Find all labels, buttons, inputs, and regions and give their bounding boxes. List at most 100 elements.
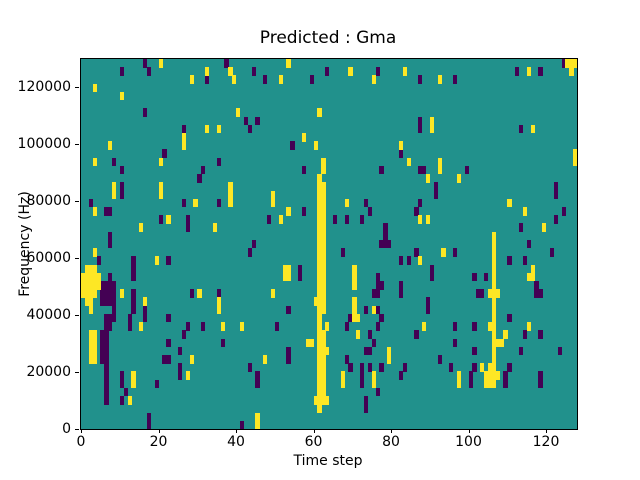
heatmap-cell-purple	[131, 305, 136, 315]
heatmap-cell-purple	[553, 182, 559, 191]
heatmap-cell-yellow	[321, 157, 326, 167]
heatmap-cell-yellow	[286, 207, 291, 216]
heatmap-cell-purple	[340, 248, 345, 257]
heatmap-cell-purple	[367, 207, 373, 216]
heatmap-cell-purple	[88, 198, 94, 208]
heatmap-cell-purple	[112, 281, 117, 290]
heatmap-cell-yellow	[321, 248, 326, 257]
y-tick-mark	[75, 201, 79, 203]
heatmap-cell-purple	[286, 305, 291, 315]
heatmap-cell-purple	[363, 396, 369, 405]
heatmap-cell-purple	[425, 305, 431, 315]
heatmap-cell-yellow	[139, 223, 144, 233]
heatmap-cell-purple	[538, 379, 543, 389]
heatmap-cell-purple	[104, 346, 109, 356]
heatmap-cell-yellow	[205, 67, 210, 76]
heatmap-cell-purple	[453, 338, 458, 348]
heatmap-cell-yellow	[491, 363, 497, 372]
heatmap-cell-purple	[398, 289, 404, 298]
heatmap-cell-purple	[375, 67, 380, 76]
heatmap-cell-yellow	[317, 231, 322, 241]
heatmap-cell-purple	[453, 248, 458, 257]
heatmap-cell-purple	[383, 231, 388, 241]
heatmap-cell-purple	[429, 264, 435, 274]
heatmap-cell-purple	[301, 207, 307, 216]
heatmap-cell-yellow	[356, 330, 361, 339]
heatmap-cell-yellow	[387, 355, 392, 364]
heatmap-cell-yellow	[92, 289, 97, 298]
heatmap-cell-purple	[108, 207, 113, 216]
y-tick-mark	[75, 258, 79, 260]
heatmap-cell-purple	[100, 289, 105, 298]
heatmap-cell-yellow	[92, 346, 97, 356]
y-tick-label: 20000	[26, 364, 71, 381]
heatmap-cell-purple	[360, 215, 365, 224]
heatmap-cell-yellow	[317, 305, 322, 315]
heatmap-cell-yellow	[526, 67, 531, 76]
heatmap-cell-purple	[348, 363, 353, 372]
heatmap-cell-yellow	[154, 256, 159, 265]
heatmap-cell-purple	[119, 190, 125, 200]
heatmap-cell-purple	[104, 387, 109, 397]
heatmap-cell-purple	[379, 165, 384, 175]
y-tick-label: 60000	[26, 250, 71, 267]
heatmap-cell-yellow	[317, 207, 322, 216]
heatmap-cell-purple	[367, 330, 373, 339]
heatmap-cell-yellow	[158, 190, 163, 200]
heatmap-cell-yellow	[92, 281, 97, 290]
heatmap-cell-yellow	[491, 264, 497, 274]
heatmap-cell-purple	[418, 116, 423, 126]
heatmap-cell-yellow	[487, 289, 493, 298]
y-tick-label: 40000	[26, 307, 71, 324]
heatmap-cell-yellow	[127, 396, 132, 405]
heatmap-cell-yellow	[166, 215, 171, 224]
heatmap-cell-yellow	[371, 379, 376, 389]
heatmap-cell-purple	[344, 355, 349, 364]
heatmap-cell-purple	[100, 355, 105, 364]
heatmap-cell-yellow	[344, 198, 349, 208]
x-tick-mark	[236, 429, 237, 433]
heatmap-cell-purple	[398, 371, 404, 381]
heatmap-cell-yellow	[282, 264, 287, 274]
heatmap-cell-yellow	[317, 248, 322, 257]
heatmap-cell-yellow	[88, 264, 94, 274]
heatmap-cell-yellow	[499, 338, 504, 348]
heatmap-cell-purple	[387, 239, 392, 249]
heatmap-cell-yellow	[321, 182, 326, 191]
heatmap-cell-yellow	[317, 174, 322, 183]
heatmap-cell-purple	[414, 207, 419, 216]
heatmap-cell-purple	[247, 363, 252, 372]
heatmap-cell-yellow	[321, 165, 326, 175]
heatmap-cell-yellow	[220, 322, 225, 331]
heatmap-cell-purple	[131, 289, 136, 298]
heatmap-cell-purple	[247, 124, 252, 134]
heatmap-cell-yellow	[282, 272, 287, 282]
heatmap-cell-yellow	[270, 289, 276, 298]
heatmap-cell-purple	[119, 67, 125, 76]
heatmap-cell-yellow	[530, 124, 535, 134]
heatmap-cell-yellow	[158, 157, 163, 167]
heatmap-cell-purple	[379, 239, 384, 249]
heatmap-cell-yellow	[88, 355, 94, 364]
heatmap-cell-yellow	[317, 281, 322, 290]
heatmap-cell-purple	[371, 338, 376, 348]
heatmap-cell-yellow	[239, 322, 245, 331]
heatmap-cell-yellow	[255, 420, 260, 429]
heatmap-cell-yellow	[456, 379, 462, 389]
heatmap-cell-yellow	[189, 75, 194, 85]
heatmap-cell-purple	[166, 256, 171, 265]
heatmap-cell-yellow	[507, 198, 512, 208]
heatmap-cell-yellow	[317, 264, 322, 274]
heatmap-cell-purple	[538, 67, 543, 76]
heatmap-cell-purple	[177, 363, 183, 372]
heatmap-cell-yellow	[321, 231, 326, 241]
heatmap-cell-yellow	[212, 223, 218, 233]
heatmap-cell-purple	[476, 289, 481, 298]
heatmap-cell-yellow	[325, 322, 330, 331]
heatmap-cell-purple	[143, 305, 148, 315]
heatmap-cell-yellow	[387, 346, 392, 356]
heatmap-cell-yellow	[398, 141, 404, 150]
heatmap-cell-yellow	[321, 305, 326, 315]
heatmap-cell-purple	[143, 313, 148, 323]
heatmap-cell-purple	[216, 157, 221, 167]
